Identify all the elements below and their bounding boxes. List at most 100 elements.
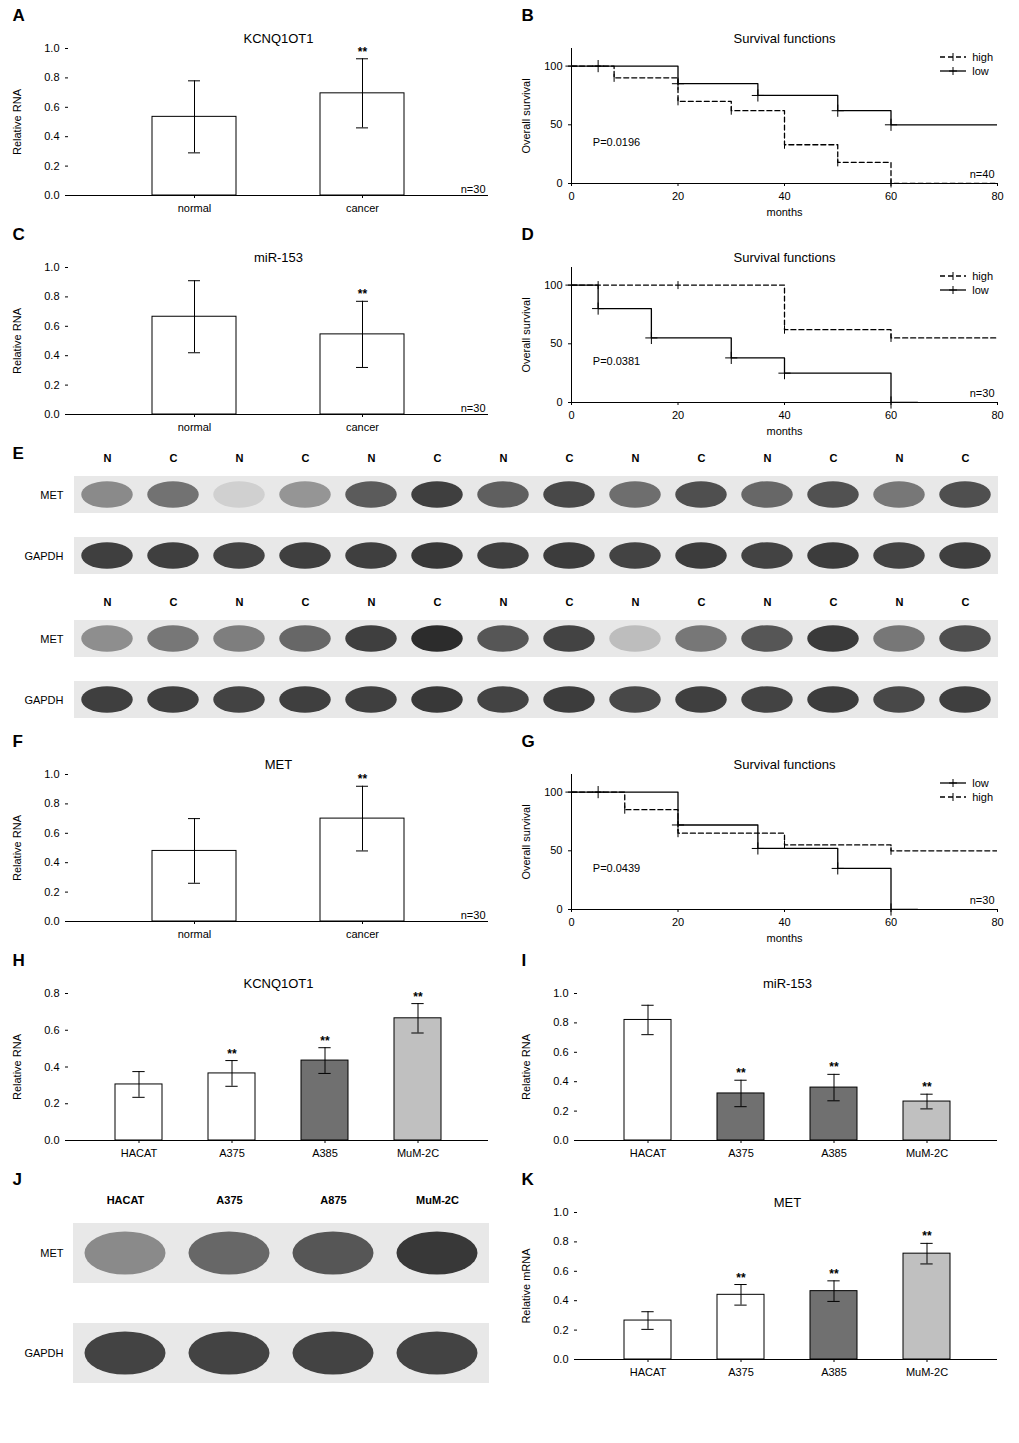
svg-text:normal: normal bbox=[178, 421, 212, 433]
svg-text:A: A bbox=[13, 6, 25, 25]
svg-text:**: ** bbox=[922, 1080, 932, 1094]
svg-text:H: H bbox=[13, 951, 25, 970]
svg-text:A875: A875 bbox=[320, 1194, 346, 1206]
svg-text:0.2: 0.2 bbox=[44, 886, 59, 898]
svg-text:C: C bbox=[566, 596, 574, 608]
svg-text:months: months bbox=[766, 932, 803, 944]
svg-text:Relative mRNA: Relative mRNA bbox=[520, 1248, 532, 1324]
svg-text:B: B bbox=[522, 6, 534, 25]
svg-text:C: C bbox=[170, 596, 178, 608]
svg-text:0.4: 0.4 bbox=[553, 1075, 568, 1087]
svg-text:Overall survival: Overall survival bbox=[520, 78, 532, 153]
svg-text:0.8: 0.8 bbox=[44, 987, 59, 999]
svg-text:N: N bbox=[368, 452, 376, 464]
svg-text:GAPDH: GAPDH bbox=[24, 694, 63, 706]
svg-text:N: N bbox=[896, 596, 904, 608]
svg-text:20: 20 bbox=[672, 190, 684, 202]
svg-text:1.0: 1.0 bbox=[44, 261, 59, 273]
svg-text:N: N bbox=[764, 452, 772, 464]
svg-text:60: 60 bbox=[885, 916, 897, 928]
svg-text:A375: A375 bbox=[728, 1147, 754, 1159]
svg-text:0.4: 0.4 bbox=[44, 349, 59, 361]
svg-text:1.0: 1.0 bbox=[44, 42, 59, 54]
svg-text:Survival functions: Survival functions bbox=[734, 31, 836, 46]
svg-text:MET: MET bbox=[40, 489, 64, 501]
svg-text:**: ** bbox=[413, 990, 423, 1004]
svg-text:F: F bbox=[13, 732, 23, 751]
svg-text:MET: MET bbox=[40, 1247, 64, 1259]
svg-text:C: C bbox=[962, 596, 970, 608]
svg-text:N: N bbox=[104, 452, 112, 464]
svg-text:C: C bbox=[170, 452, 178, 464]
svg-text:N: N bbox=[764, 596, 772, 608]
svg-text:A375: A375 bbox=[216, 1194, 242, 1206]
svg-text:C: C bbox=[13, 225, 25, 244]
svg-text:60: 60 bbox=[885, 409, 897, 421]
svg-text:MuM-2C: MuM-2C bbox=[906, 1147, 948, 1159]
svg-text:40: 40 bbox=[778, 409, 790, 421]
svg-text:C: C bbox=[434, 452, 442, 464]
svg-text:C: C bbox=[830, 596, 838, 608]
svg-text:Overall survival: Overall survival bbox=[520, 297, 532, 372]
svg-text:D: D bbox=[522, 225, 534, 244]
svg-text:A385: A385 bbox=[821, 1366, 847, 1378]
svg-text:normal: normal bbox=[178, 202, 212, 214]
svg-text:60: 60 bbox=[885, 190, 897, 202]
svg-text:Relative RNA: Relative RNA bbox=[11, 88, 23, 155]
svg-text:C: C bbox=[566, 452, 574, 464]
svg-text:miR-153: miR-153 bbox=[763, 976, 812, 991]
svg-text:A385: A385 bbox=[821, 1147, 847, 1159]
svg-text:Survival functions: Survival functions bbox=[734, 250, 836, 265]
svg-text:0.2: 0.2 bbox=[44, 1097, 59, 1109]
svg-text:HACAT: HACAT bbox=[630, 1366, 667, 1378]
svg-text:G: G bbox=[522, 732, 535, 751]
svg-text:**: ** bbox=[227, 1047, 237, 1061]
svg-text:0: 0 bbox=[556, 903, 562, 915]
svg-text:0.6: 0.6 bbox=[553, 1046, 568, 1058]
svg-text:N: N bbox=[104, 596, 112, 608]
svg-text:0.4: 0.4 bbox=[553, 1294, 568, 1306]
svg-text:P=0.0439: P=0.0439 bbox=[593, 862, 640, 874]
svg-text:N: N bbox=[500, 596, 508, 608]
svg-text:N: N bbox=[236, 452, 244, 464]
svg-text:n=30: n=30 bbox=[461, 909, 486, 921]
svg-text:0.0: 0.0 bbox=[553, 1353, 568, 1365]
svg-text:normal: normal bbox=[178, 928, 212, 940]
svg-text:n=30: n=30 bbox=[970, 387, 995, 399]
svg-text:I: I bbox=[522, 951, 527, 970]
svg-text:1.0: 1.0 bbox=[44, 768, 59, 780]
svg-text:50: 50 bbox=[550, 337, 562, 349]
svg-text:40: 40 bbox=[778, 916, 790, 928]
svg-text:GAPDH: GAPDH bbox=[24, 550, 63, 562]
svg-text:MET: MET bbox=[265, 757, 293, 772]
svg-text:months: months bbox=[766, 206, 803, 218]
svg-text:cancer: cancer bbox=[346, 928, 379, 940]
svg-text:0: 0 bbox=[568, 916, 574, 928]
svg-text:0.8: 0.8 bbox=[553, 1016, 568, 1028]
svg-text:Relative RNA: Relative RNA bbox=[11, 814, 23, 881]
svg-text:cancer: cancer bbox=[346, 202, 379, 214]
svg-text:1.0: 1.0 bbox=[553, 987, 568, 999]
svg-text:N: N bbox=[896, 452, 904, 464]
svg-text:C: C bbox=[302, 596, 310, 608]
svg-text:MET: MET bbox=[774, 1195, 802, 1210]
svg-text:Survival functions: Survival functions bbox=[734, 757, 836, 772]
svg-text:KCNQ1OT1: KCNQ1OT1 bbox=[243, 976, 313, 991]
svg-text:C: C bbox=[698, 452, 706, 464]
svg-text:0.8: 0.8 bbox=[553, 1235, 568, 1247]
svg-text:C: C bbox=[698, 596, 706, 608]
svg-text:KCNQ1OT1: KCNQ1OT1 bbox=[243, 31, 313, 46]
svg-text:0.4: 0.4 bbox=[44, 130, 59, 142]
svg-text:0.6: 0.6 bbox=[44, 101, 59, 113]
svg-text:MuM-2C: MuM-2C bbox=[397, 1147, 439, 1159]
svg-text:0.8: 0.8 bbox=[44, 797, 59, 809]
svg-text:**: ** bbox=[358, 772, 368, 786]
svg-text:MuM-2C: MuM-2C bbox=[416, 1194, 459, 1206]
svg-text:MET: MET bbox=[40, 633, 64, 645]
svg-text:N: N bbox=[500, 452, 508, 464]
svg-text:**: ** bbox=[320, 1034, 330, 1048]
svg-text:**: ** bbox=[922, 1229, 932, 1243]
svg-text:months: months bbox=[766, 425, 803, 437]
svg-text:100: 100 bbox=[544, 279, 562, 291]
svg-text:0: 0 bbox=[556, 177, 562, 189]
